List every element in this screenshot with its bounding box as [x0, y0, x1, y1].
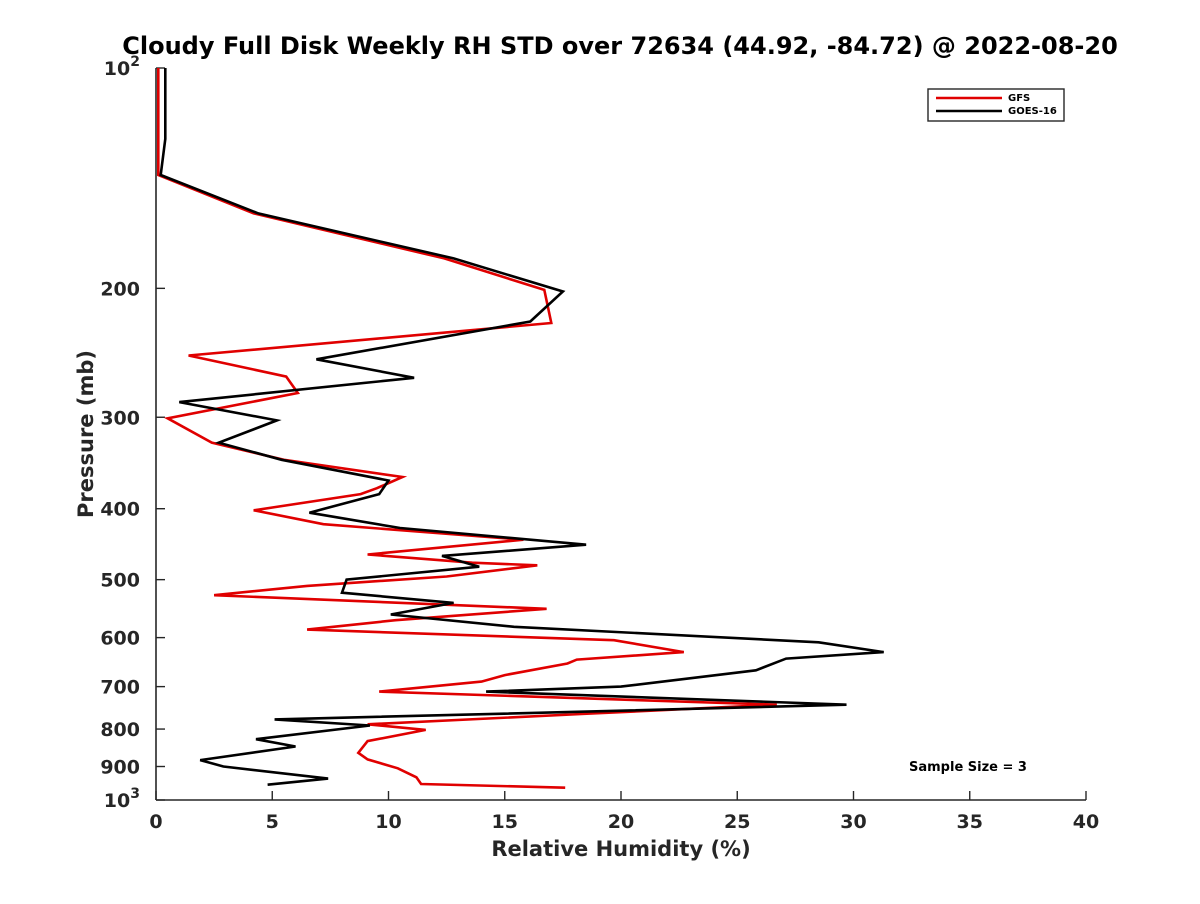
legend: GFS GOES-16: [927, 88, 1065, 122]
y-tick-label: 800: [100, 719, 140, 741]
series-line-goes-16: [159, 68, 884, 786]
y-axis-label: Pressure (mb): [74, 350, 98, 518]
series-layer: [157, 68, 884, 789]
sample-size-annotation: Sample Size = 3: [909, 760, 1027, 775]
x-tick-label: 25: [724, 811, 750, 833]
x-tick-label: 0: [149, 811, 162, 833]
x-tick-label: 5: [266, 811, 279, 833]
x-tick-label: 15: [492, 811, 518, 833]
series-line-gfs: [157, 68, 777, 789]
x-tick-label: 35: [957, 811, 983, 833]
x-tick-label: 30: [840, 811, 866, 833]
legend-label-goes16: GOES-16: [1008, 106, 1057, 117]
x-tick-label: 20: [608, 811, 634, 833]
legend-label-gfs: GFS: [1008, 93, 1030, 104]
y-tick-label: 400: [100, 499, 140, 521]
y-tick-label: 300: [100, 407, 140, 429]
chart-title: Cloudy Full Disk Weekly RH STD over 7263…: [122, 32, 1118, 60]
y-tick-label: 900: [100, 757, 140, 779]
x-tick-label: 40: [1073, 811, 1099, 833]
x-axis-label: Relative Humidity (%): [491, 837, 750, 861]
y-tick-label: 600: [100, 628, 140, 650]
y-tick-label: 200: [100, 278, 140, 300]
x-tick-label: 10: [375, 811, 401, 833]
x-ticks: 0 5 10 15 20 25 30 35 40: [149, 791, 1099, 833]
legend-box: [927, 88, 1065, 122]
y-tick-label: 500: [100, 570, 140, 592]
axes: 0 5 10 15 20 25 30 35 40 10220030040050060070080…: [100, 54, 1099, 833]
y-tick-label: 700: [100, 677, 140, 699]
